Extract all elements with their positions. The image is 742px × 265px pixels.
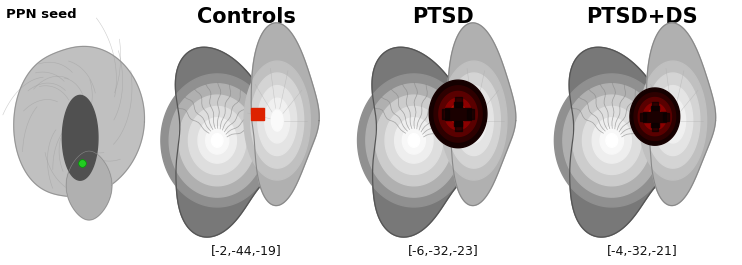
Polygon shape (385, 107, 443, 174)
Text: Controls: Controls (197, 7, 296, 27)
Polygon shape (600, 127, 623, 154)
Text: [-2,-44,-19]: [-2,-44,-19] (211, 245, 282, 258)
Polygon shape (372, 47, 485, 237)
Polygon shape (643, 103, 666, 130)
Polygon shape (667, 110, 679, 131)
Text: [-6,-32,-23]: [-6,-32,-23] (408, 245, 479, 258)
Polygon shape (358, 74, 470, 207)
Polygon shape (660, 98, 686, 143)
Bar (441, 109, 449, 119)
Bar (445, 108, 471, 120)
Polygon shape (272, 110, 283, 131)
Polygon shape (448, 23, 516, 206)
Polygon shape (648, 109, 662, 125)
Polygon shape (630, 88, 680, 145)
Text: PPN seed: PPN seed (6, 8, 76, 21)
Bar (467, 109, 474, 119)
Polygon shape (454, 109, 462, 119)
Polygon shape (439, 91, 477, 136)
Polygon shape (450, 104, 466, 123)
Polygon shape (606, 134, 617, 147)
Polygon shape (638, 98, 672, 136)
Polygon shape (582, 107, 641, 174)
Polygon shape (639, 61, 706, 180)
Polygon shape (257, 86, 297, 156)
Polygon shape (646, 73, 700, 168)
Polygon shape (179, 95, 256, 186)
Polygon shape (408, 134, 420, 147)
Polygon shape (62, 95, 98, 180)
Bar (454, 102, 462, 126)
Polygon shape (554, 74, 669, 207)
Polygon shape (634, 93, 675, 140)
Polygon shape (402, 127, 425, 154)
Polygon shape (244, 61, 310, 180)
Polygon shape (265, 98, 289, 143)
Bar (251, 108, 264, 120)
Polygon shape (252, 23, 319, 206)
Polygon shape (211, 134, 223, 147)
Polygon shape (653, 86, 693, 156)
Polygon shape (434, 86, 482, 142)
Polygon shape (169, 84, 265, 197)
Polygon shape (14, 46, 145, 197)
Polygon shape (430, 80, 487, 148)
Text: PTSD: PTSD (413, 7, 474, 27)
Bar (663, 113, 669, 121)
Bar (651, 106, 659, 127)
Bar (455, 121, 462, 131)
Text: [-4,-32,-21]: [-4,-32,-21] (606, 245, 677, 258)
Polygon shape (251, 73, 303, 168)
Polygon shape (198, 118, 237, 163)
Polygon shape (646, 23, 716, 206)
Bar (643, 112, 666, 122)
Polygon shape (573, 95, 651, 186)
Polygon shape (468, 110, 479, 131)
Polygon shape (161, 74, 274, 207)
Polygon shape (569, 47, 684, 237)
Polygon shape (66, 151, 112, 220)
Bar (640, 113, 646, 121)
Polygon shape (366, 84, 462, 197)
Polygon shape (206, 127, 229, 154)
Polygon shape (375, 95, 453, 186)
Polygon shape (563, 84, 660, 197)
Polygon shape (447, 73, 500, 168)
Polygon shape (592, 118, 631, 163)
Polygon shape (444, 98, 472, 130)
Polygon shape (651, 112, 658, 121)
Bar (651, 102, 658, 110)
Polygon shape (462, 98, 486, 143)
Polygon shape (454, 86, 493, 156)
Bar (455, 97, 462, 107)
Polygon shape (441, 61, 507, 180)
Polygon shape (395, 118, 433, 163)
Bar (651, 123, 658, 131)
Polygon shape (175, 47, 289, 237)
Polygon shape (188, 107, 246, 174)
Text: PTSD+DS: PTSD+DS (586, 7, 697, 27)
